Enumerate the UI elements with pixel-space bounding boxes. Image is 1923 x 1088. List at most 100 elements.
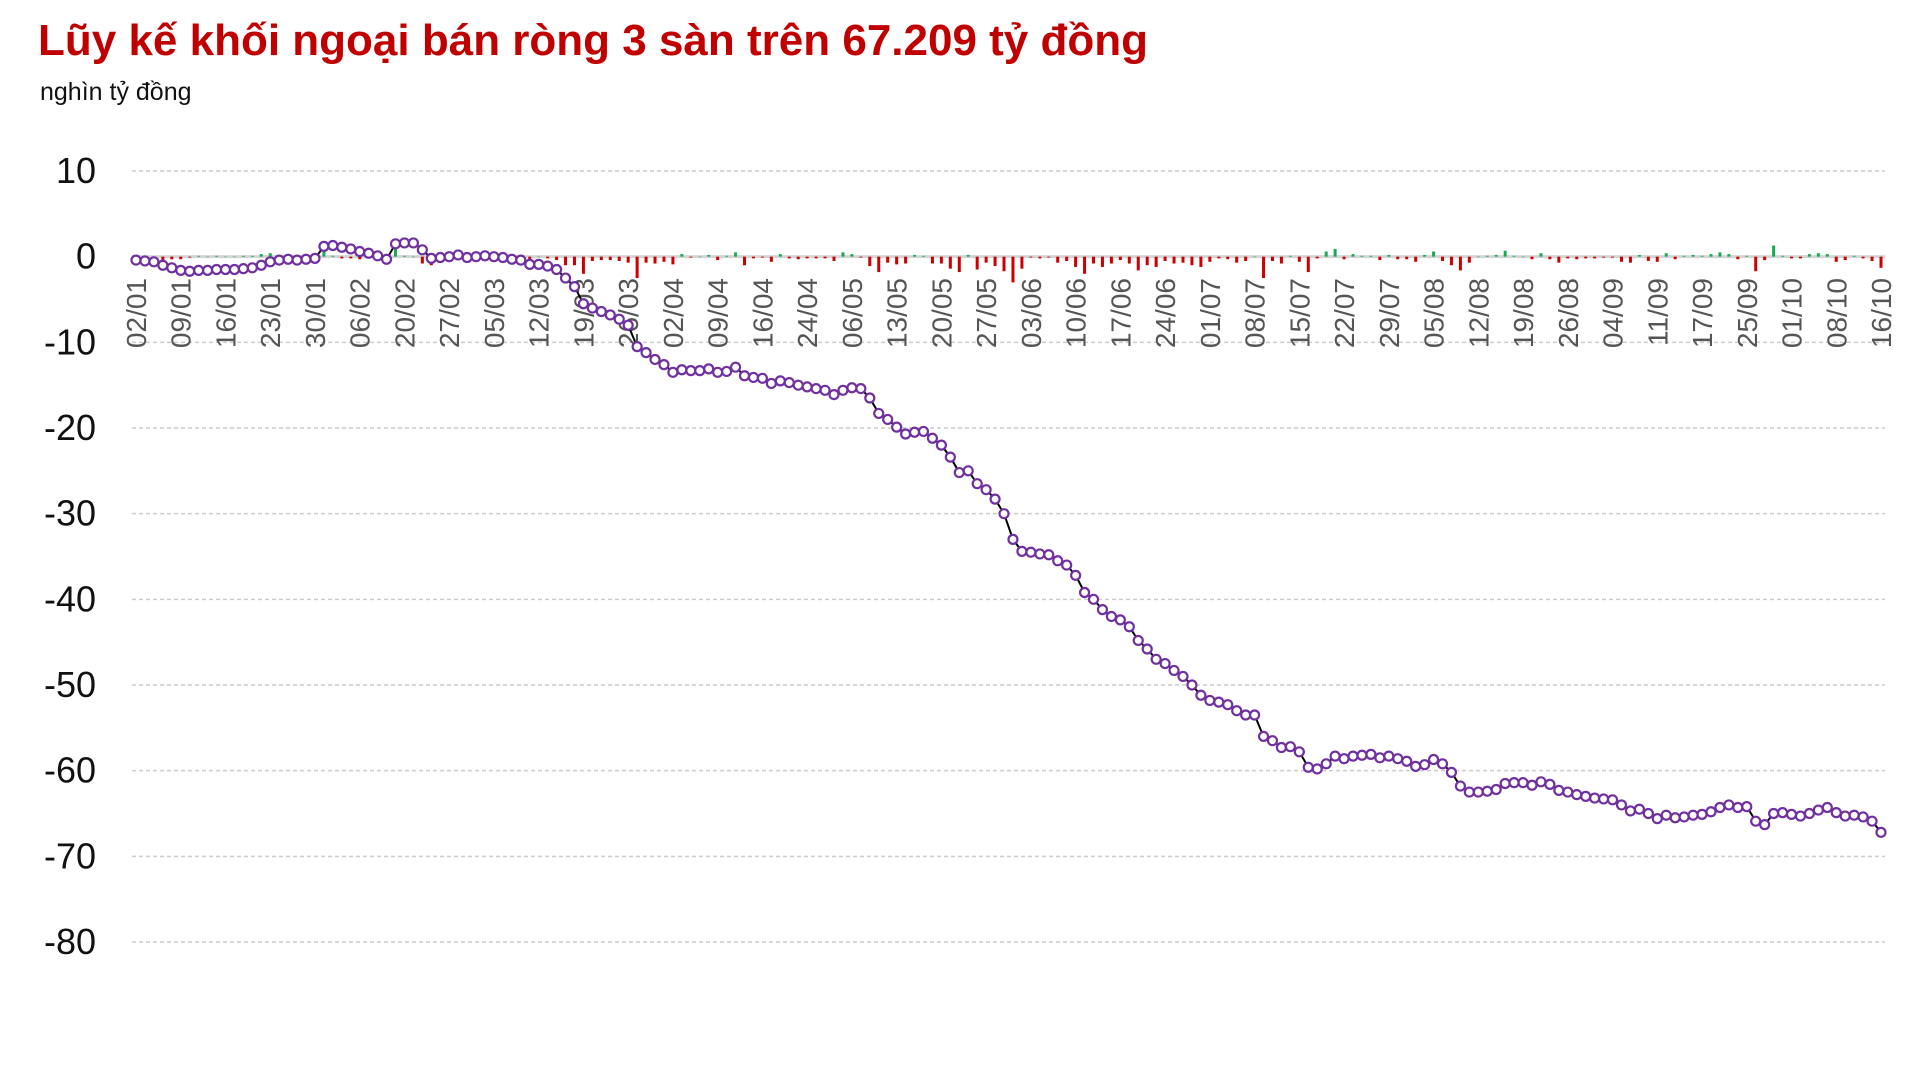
data-point	[461, 251, 473, 264]
daily-net-bar	[223, 256, 227, 258]
data-point	[1222, 699, 1234, 711]
data-point	[1087, 593, 1100, 605]
daily-net-bar	[1262, 256, 1266, 279]
data-point	[425, 252, 437, 264]
daily-net-bar	[1199, 256, 1203, 267]
data-point	[533, 258, 545, 270]
data-point	[434, 251, 446, 264]
data-point	[1248, 709, 1261, 721]
data-point	[237, 263, 249, 275]
data-point	[917, 425, 930, 438]
data-point	[1803, 807, 1816, 820]
x-tick-label: 06/02	[345, 278, 376, 348]
data-point	[1597, 793, 1610, 805]
daily-net-bar	[1834, 256, 1838, 262]
daily-net-bar	[1235, 256, 1239, 263]
daily-net-bar	[1754, 256, 1758, 272]
daily-net-bar	[662, 256, 666, 262]
x-tick-label: 03/06	[1016, 278, 1047, 348]
daily-net-bar	[1816, 253, 1820, 257]
data-point	[1812, 804, 1824, 816]
data-point	[389, 238, 402, 250]
data-point	[747, 371, 760, 384]
daily-net-bar	[1566, 256, 1570, 259]
data-point	[497, 251, 509, 264]
daily-net-bar	[751, 256, 755, 259]
data-point	[1052, 555, 1064, 567]
x-tick-label: 12/08	[1463, 278, 1494, 348]
data-point	[935, 439, 947, 451]
daily-net-bar	[787, 256, 791, 259]
daily-net-bar	[1736, 256, 1740, 260]
data-point	[1562, 786, 1574, 798]
data-point	[282, 253, 294, 265]
data-point	[1544, 778, 1556, 790]
data-point	[1150, 653, 1162, 665]
daily-net-bar	[1083, 256, 1087, 274]
daily-net-bar	[1136, 256, 1140, 271]
x-tick-label: 05/03	[479, 278, 510, 348]
daily-net-bar	[1512, 255, 1516, 257]
daily-net-bar	[232, 256, 236, 258]
chart-title: Lũy kế khối ngoại bán ròng 3 sàn trên 67…	[38, 16, 1149, 65]
data-point	[1240, 709, 1252, 721]
daily-net-bar	[1065, 256, 1069, 261]
data-point	[792, 379, 804, 391]
daily-net-bar	[1172, 256, 1176, 264]
data-point	[962, 465, 974, 477]
y-tick-label: -80	[44, 921, 96, 962]
daily-net-bar	[895, 256, 899, 265]
daily-net-bar	[1870, 256, 1874, 261]
daily-net-bar	[877, 256, 881, 273]
data-point	[1284, 741, 1296, 753]
data-point	[550, 263, 563, 276]
daily-net-bar	[644, 256, 648, 263]
data-point	[345, 243, 357, 255]
daily-net-bar	[617, 256, 621, 261]
daily-net-bar	[743, 256, 747, 266]
data-point	[953, 466, 965, 479]
x-tick-label: 20/05	[926, 278, 957, 348]
y-tick-label: -20	[44, 407, 96, 448]
x-axis-ticks: 02/01 09/01 16/01 23/01 30/01 06/02 20/02 27/02…	[121, 278, 1897, 348]
data-point	[1875, 826, 1887, 838]
data-point	[568, 281, 581, 293]
data-point	[685, 365, 697, 377]
data-point	[1705, 806, 1717, 818]
data-point	[1195, 689, 1207, 701]
data-point	[1213, 696, 1225, 708]
data-point	[1490, 783, 1502, 796]
y-tick-label: -30	[44, 493, 96, 534]
data-point	[783, 376, 795, 389]
data-point	[506, 253, 518, 265]
data-point	[908, 426, 921, 438]
data-point	[452, 249, 464, 261]
daily-net-bar	[1861, 256, 1865, 259]
data-point	[1427, 753, 1440, 766]
daily-net-bar	[581, 256, 585, 274]
x-tick-label: 08/10	[1821, 278, 1852, 348]
daily-net-bar	[215, 255, 219, 257]
data-point	[1141, 643, 1153, 655]
data-point	[1078, 586, 1091, 599]
data-point	[586, 302, 598, 314]
data-point	[738, 370, 751, 382]
x-tick-label: 10/06	[1061, 278, 1092, 348]
daily-net-bar	[1611, 256, 1615, 258]
data-point	[1105, 610, 1118, 623]
data-point	[1293, 746, 1305, 758]
daily-net-bar	[402, 255, 406, 257]
data-point	[1123, 621, 1135, 633]
data-point	[631, 341, 643, 353]
data-point	[1553, 784, 1565, 796]
data-point	[398, 237, 411, 249]
daily-net-bar	[1100, 256, 1104, 267]
daily-net-bar	[1727, 254, 1731, 257]
daily-net-bar	[1369, 255, 1373, 257]
daily-net-bar	[170, 256, 174, 260]
daily-net-bar	[1745, 255, 1749, 257]
data-point	[595, 305, 607, 318]
daily-net-bar	[1127, 256, 1131, 264]
data-point	[1508, 777, 1520, 789]
daily-net-bar	[1628, 256, 1632, 263]
